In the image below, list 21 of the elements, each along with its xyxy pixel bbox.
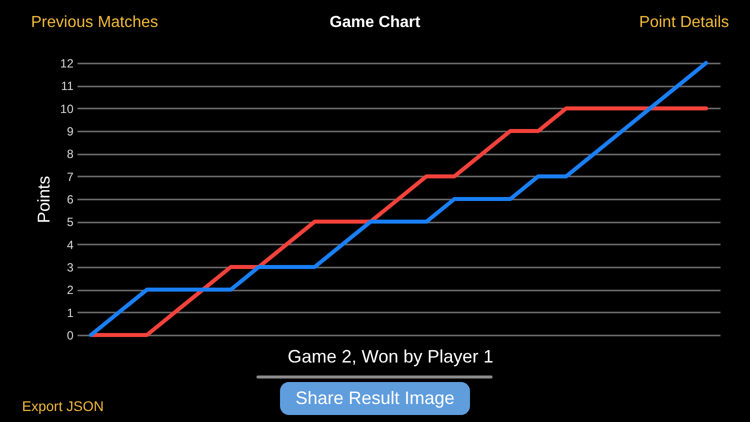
line-series [88, 61, 708, 337]
y-tick-label: 1 [66, 306, 74, 320]
y-tick-label: 11 [61, 79, 74, 94]
text: Share Result Image [295, 388, 455, 408]
chart-title: Game Chart [330, 14, 422, 31]
text: Point Details [639, 14, 729, 31]
y-tick-label: 7 [66, 170, 74, 184]
y-tick-label: 5 [66, 215, 74, 230]
y-tick-label: 8 [66, 147, 74, 162]
y-tick-label: 12 [60, 56, 74, 70]
y-tick-label: 4 [66, 238, 74, 252]
y-tick-label: 10 [60, 102, 74, 116]
text: Export JSON [22, 398, 104, 414]
y-axis-title: Points [34, 176, 54, 224]
y-tick-label: 0 [66, 328, 74, 342]
text: Previous Matches [31, 14, 158, 31]
y-tick-label: 6 [66, 192, 74, 206]
y-tick-label: 2 [66, 283, 74, 298]
x-axis-title: Game 2, Won by Player 1 [288, 346, 494, 366]
y-tick-label: 3 [66, 260, 74, 274]
y-tick-label: 9 [66, 124, 74, 138]
